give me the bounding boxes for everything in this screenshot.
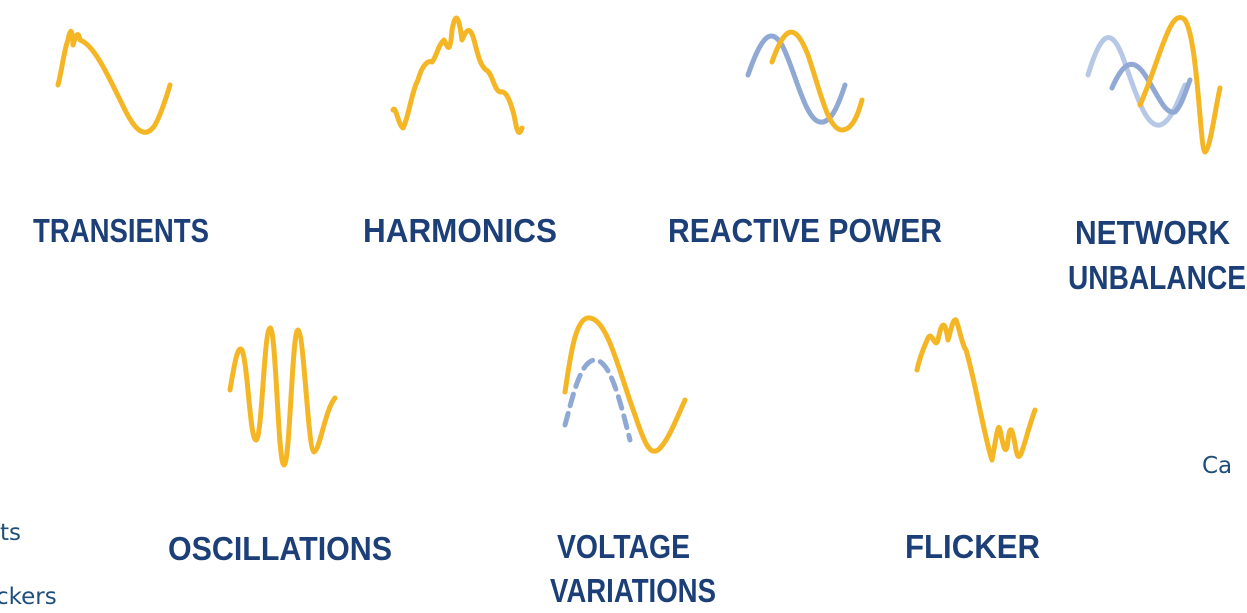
text-fragment: Ca bbox=[1202, 453, 1232, 479]
label: VARIATIONS bbox=[550, 572, 716, 609]
flicker-wave bbox=[914, 317, 1038, 463]
label: FLICKER bbox=[905, 528, 1040, 565]
text-fragment: ckers bbox=[0, 584, 57, 610]
voltage-wave bbox=[562, 315, 688, 454]
oscillations-wave bbox=[227, 325, 338, 468]
label: NETWORK bbox=[1075, 214, 1230, 251]
label: OSCILLATIONS bbox=[168, 530, 392, 567]
transients-wave bbox=[55, 28, 173, 135]
unbalance-wave bbox=[1137, 15, 1223, 155]
label: HARMONICS bbox=[363, 212, 557, 249]
reactive-wave bbox=[769, 29, 865, 133]
text-fragment: ts bbox=[0, 520, 21, 546]
label: VOLTAGE bbox=[557, 528, 690, 565]
reactive-wave-blue bbox=[745, 33, 848, 125]
voltage-wave-dashed bbox=[562, 357, 633, 443]
label: REACTIVE POWER bbox=[668, 212, 942, 249]
label: TRANSIENTS bbox=[33, 212, 209, 249]
unbalance-wave-blue bbox=[1109, 61, 1193, 115]
harmonics-wave bbox=[390, 15, 525, 135]
label: UNBALANCE bbox=[1068, 259, 1246, 296]
